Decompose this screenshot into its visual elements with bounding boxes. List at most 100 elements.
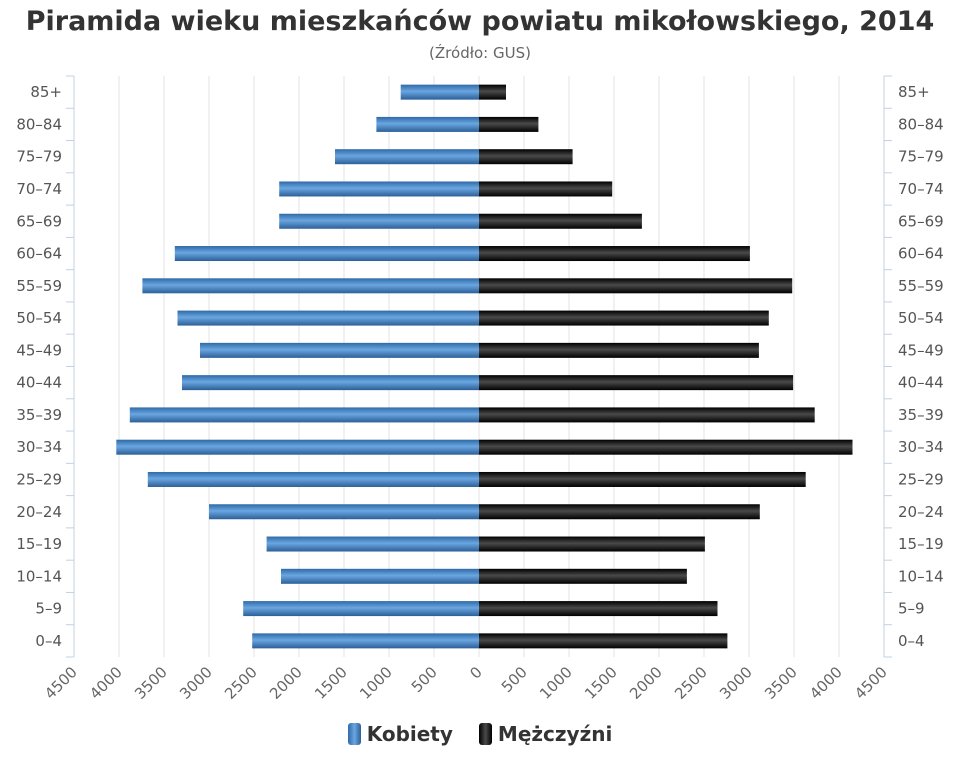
bar-kobiety[interactable] bbox=[335, 149, 479, 165]
y-tick-label-left: 35–39 bbox=[16, 406, 62, 424]
x-tick-label: 2000 bbox=[266, 663, 306, 703]
chart-title: Piramida wieku mieszkańców powiatu mikoł… bbox=[25, 6, 935, 37]
bar-kobiety[interactable] bbox=[281, 568, 479, 584]
bar-mezczyzni[interactable] bbox=[479, 246, 750, 262]
y-tick-label-left: 45–49 bbox=[16, 341, 62, 359]
x-tick-label: 4500 bbox=[851, 663, 891, 703]
bar-kobiety[interactable] bbox=[376, 116, 479, 132]
x-tick-label: 2000 bbox=[626, 663, 666, 703]
y-tick-label-right: 85+ bbox=[898, 83, 930, 101]
bar-mezczyzni[interactable] bbox=[479, 471, 806, 487]
x-tick-label: 4000 bbox=[86, 663, 126, 703]
x-tick-label: 4000 bbox=[806, 663, 846, 703]
bar-mezczyzni[interactable] bbox=[479, 213, 642, 229]
bar-kobiety[interactable] bbox=[279, 181, 479, 197]
x-tick-label: 2500 bbox=[221, 663, 261, 703]
bar-kobiety[interactable] bbox=[400, 84, 479, 100]
y-tick-label-left: 30–34 bbox=[16, 438, 62, 456]
y-tick-label-right: 25–29 bbox=[898, 470, 944, 488]
y-tick-label-left: 40–44 bbox=[16, 374, 62, 392]
bar-kobiety[interactable] bbox=[266, 536, 479, 552]
bar-mezczyzni[interactable] bbox=[479, 342, 759, 358]
y-tick-label-left: 75–79 bbox=[16, 148, 62, 166]
y-tick-label-right: 60–64 bbox=[898, 245, 944, 263]
bar-kobiety[interactable] bbox=[252, 633, 479, 649]
bar-mezczyzni[interactable] bbox=[479, 504, 760, 520]
x-tick-label: 1500 bbox=[311, 663, 351, 703]
y-tick-label-left: 70–74 bbox=[16, 180, 62, 198]
y-tick-label-right: 30–34 bbox=[898, 438, 944, 456]
y-tick-label-right: 35–39 bbox=[898, 406, 944, 424]
legend-swatch-mezczyzni bbox=[478, 723, 492, 745]
bar-kobiety[interactable] bbox=[142, 278, 479, 294]
y-tick-label-right: 55–59 bbox=[898, 277, 944, 295]
x-tick-label: 500 bbox=[498, 663, 531, 696]
bar-mezczyzni[interactable] bbox=[479, 375, 794, 391]
y-tick-label-left: 0–4 bbox=[35, 632, 62, 650]
x-tick-label: 3500 bbox=[131, 663, 171, 703]
y-tick-label-left: 85+ bbox=[30, 83, 62, 101]
bar-kobiety[interactable] bbox=[147, 471, 480, 487]
bar-kobiety[interactable] bbox=[182, 375, 479, 391]
bar-mezczyzni[interactable] bbox=[479, 536, 705, 552]
bar-mezczyzni[interactable] bbox=[479, 181, 613, 197]
legend-item-kobiety[interactable]: Kobiety bbox=[347, 722, 453, 746]
y-tick-label-right: 75–79 bbox=[898, 148, 944, 166]
legend-item-mezczyzni[interactable]: Mężczyźni bbox=[478, 722, 613, 746]
y-tick-label-left: 20–24 bbox=[16, 503, 62, 521]
bar-mezczyzni[interactable] bbox=[479, 439, 853, 455]
legend-swatch-kobiety bbox=[347, 723, 361, 745]
y-tick-label-left: 10–14 bbox=[16, 567, 62, 585]
bar-mezczyzni[interactable] bbox=[479, 601, 718, 617]
y-tick-label-left: 50–54 bbox=[16, 309, 62, 327]
bar-mezczyzni[interactable] bbox=[479, 310, 769, 326]
y-tick-label-right: 15–19 bbox=[898, 535, 944, 553]
y-tick-label-right: 20–24 bbox=[898, 503, 944, 521]
y-tick-label-right: 0–4 bbox=[898, 632, 925, 650]
bar-kobiety[interactable] bbox=[116, 439, 480, 455]
y-tick-label-right: 70–74 bbox=[898, 180, 944, 198]
y-tick-label-left: 15–19 bbox=[16, 535, 62, 553]
y-tick-label-left: 25–29 bbox=[16, 470, 62, 488]
bar-kobiety[interactable] bbox=[279, 213, 479, 229]
chart-plot: 4500 4000 3500 3000 2500 2000 1500 1000 500 0 500 1… bbox=[16, 75, 944, 703]
x-tick-label: 1000 bbox=[356, 663, 396, 703]
x-tick-label: 500 bbox=[408, 663, 441, 696]
y-tick-label-right: 40–44 bbox=[898, 374, 944, 392]
x-tick-label: 1500 bbox=[581, 663, 621, 703]
legend-label-mezczyzni: Mężczyźni bbox=[497, 722, 613, 746]
x-tick-label: 3000 bbox=[176, 663, 216, 703]
bar-kobiety[interactable] bbox=[129, 407, 480, 423]
bar-mezczyzni[interactable] bbox=[479, 149, 573, 165]
y-tick-label-left: 80–84 bbox=[16, 115, 62, 133]
legend-label-kobiety: Kobiety bbox=[366, 722, 453, 746]
bar-mezczyzni[interactable] bbox=[479, 116, 539, 132]
bar-kobiety[interactable] bbox=[177, 310, 480, 326]
bar-kobiety[interactable] bbox=[200, 342, 479, 358]
x-tick-label: 3000 bbox=[716, 663, 756, 703]
x-tick-label: 1000 bbox=[536, 663, 576, 703]
bar-mezczyzni[interactable] bbox=[479, 84, 506, 100]
bar-kobiety[interactable] bbox=[174, 246, 480, 262]
bar-kobiety[interactable] bbox=[243, 601, 479, 617]
chart-legend: Kobiety Mężczyźni bbox=[0, 722, 960, 746]
y-tick-label-right: 45–49 bbox=[898, 341, 944, 359]
x-tick-label: 0 bbox=[466, 663, 485, 682]
y-tick-label-left: 55–59 bbox=[16, 277, 62, 295]
x-tick-label: 4500 bbox=[41, 663, 81, 703]
bar-kobiety[interactable] bbox=[209, 504, 479, 520]
x-tick-label: 2500 bbox=[671, 663, 711, 703]
y-tick-label-right: 50–54 bbox=[898, 309, 944, 327]
y-tick-label-right: 5–9 bbox=[898, 600, 925, 618]
y-tick-label-right: 10–14 bbox=[898, 567, 944, 585]
bar-mezczyzni[interactable] bbox=[479, 278, 793, 294]
bar-mezczyzni[interactable] bbox=[479, 633, 728, 649]
chart-subtitle: (Źródło: GUS) bbox=[429, 44, 531, 62]
y-tick-label-left: 5–9 bbox=[35, 600, 62, 618]
x-tick-label: 3500 bbox=[761, 663, 801, 703]
bar-mezczyzni[interactable] bbox=[479, 407, 815, 423]
y-tick-label-left: 65–69 bbox=[16, 212, 62, 230]
y-tick-label-right: 65–69 bbox=[898, 212, 944, 230]
y-tick-label-left: 60–64 bbox=[16, 245, 62, 263]
bar-mezczyzni[interactable] bbox=[479, 568, 687, 584]
